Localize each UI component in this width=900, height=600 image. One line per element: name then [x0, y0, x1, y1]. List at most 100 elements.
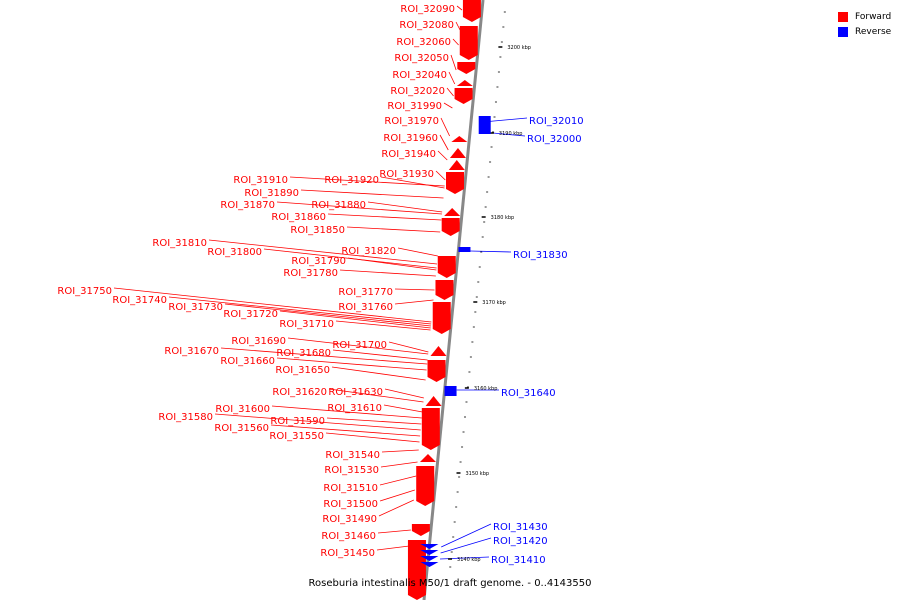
feature-label-roi_31620[interactable]: ROI_31620: [272, 387, 327, 398]
feature-label-roi_31860[interactable]: ROI_31860: [271, 212, 326, 223]
feature-label-roi_31800[interactable]: ROI_31800: [207, 247, 262, 258]
forward-block-7[interactable]: [448, 160, 465, 170]
feature-label-roi_31460[interactable]: ROI_31460: [321, 531, 376, 542]
forward-block-18[interactable]: [419, 454, 436, 462]
forward-block-5[interactable]: [451, 136, 468, 142]
feature-label-roi_31420[interactable]: ROI_31420: [493, 536, 548, 547]
reverse-block-0[interactable]: [478, 116, 491, 134]
feature-label-roi_31530[interactable]: ROI_31530: [324, 465, 379, 476]
leader-line: [327, 213, 442, 221]
feature-label-roi_31640[interactable]: ROI_31640: [501, 388, 556, 399]
leader-line: [448, 71, 456, 85]
feature-label-roi_31910[interactable]: ROI_31910: [233, 175, 288, 186]
feature-label-roi_32010[interactable]: ROI_32010: [529, 116, 584, 127]
feature-label-roi_31410[interactable]: ROI_31410: [491, 555, 546, 566]
feature-label-roi_31690[interactable]: ROI_31690: [231, 336, 286, 347]
forward-block-15[interactable]: [427, 360, 446, 377]
forward-block-10[interactable]: [441, 218, 460, 231]
forward-block-17[interactable]: [421, 408, 440, 445]
reverse-block-1[interactable]: [458, 247, 471, 252]
legend-reverse-label: Reverse: [855, 26, 892, 37]
leader-line: [380, 461, 418, 468]
feature-label-roi_31540[interactable]: ROI_31540: [325, 450, 380, 461]
forward-block-19[interactable]: [416, 466, 435, 501]
feature-label-roi_31720[interactable]: ROI_31720: [223, 309, 278, 320]
feature-label-roi_31740[interactable]: ROI_31740: [112, 295, 167, 306]
feature-label-roi_31700[interactable]: ROI_31700: [332, 340, 387, 351]
feature-label-roi_31820[interactable]: ROI_31820: [341, 246, 396, 257]
feature-label-roi_31850[interactable]: ROI_31850: [290, 225, 345, 236]
feature-label-roi_31990[interactable]: ROI_31990: [387, 101, 442, 112]
feature-label-roi_31970[interactable]: ROI_31970: [384, 116, 439, 127]
feature-label-roi_31550[interactable]: ROI_31550: [269, 431, 324, 442]
feature-label-roi_32000[interactable]: ROI_32000: [527, 134, 582, 145]
feature-label-roi_31870[interactable]: ROI_31870: [220, 200, 275, 211]
feature-label-roi_31580[interactable]: ROI_31580: [158, 412, 213, 423]
feature-label-roi_31660[interactable]: ROI_31660: [220, 356, 275, 367]
forward-block-14[interactable]: [430, 346, 447, 356]
legend-forward[interactable]: Forward: [838, 9, 891, 24]
feature-label-roi_31940[interactable]: ROI_31940: [381, 149, 436, 160]
genome-caption: Roseburia intestinalis M50/1 draft genom…: [308, 578, 592, 589]
forward-block-13[interactable]: [432, 302, 451, 329]
feature-label-roi_31450[interactable]: ROI_31450: [320, 548, 375, 559]
feature-label-roi_31810[interactable]: ROI_31810: [152, 238, 207, 249]
forward-block-2[interactable]: [457, 62, 476, 69]
feature-label-roi_31750[interactable]: ROI_31750: [57, 286, 112, 297]
feature-label-roi_31770[interactable]: ROI_31770: [338, 287, 393, 298]
feature-label-roi_31780[interactable]: ROI_31780: [283, 268, 338, 279]
feature-label-roi_31650[interactable]: ROI_31650: [275, 365, 330, 376]
feature-label-roi_32060[interactable]: ROI_32060: [396, 37, 451, 48]
feature-label-roi_31670[interactable]: ROI_31670: [164, 346, 219, 357]
feature-label-roi_31500[interactable]: ROI_31500: [323, 499, 378, 510]
leader-line: [300, 189, 444, 199]
feature-label-roi_31680[interactable]: ROI_31680: [276, 348, 331, 359]
forward-block-9[interactable]: [444, 208, 461, 216]
feature-label-roi_31760[interactable]: ROI_31760: [338, 302, 393, 313]
forward-block-4[interactable]: [454, 88, 473, 99]
forward-block-11[interactable]: [437, 256, 456, 273]
legend-reverse[interactable]: Reverse: [838, 24, 891, 39]
forward-block-0[interactable]: [462, 0, 481, 17]
forward-block-8[interactable]: [446, 172, 465, 189]
feature-label-roi_32050[interactable]: ROI_32050: [394, 53, 449, 64]
feature-label-roi_31930[interactable]: ROI_31930: [379, 169, 434, 180]
feature-label-roi_31560[interactable]: ROI_31560: [214, 423, 269, 434]
reverse-block-3-2[interactable]: [420, 556, 439, 561]
feature-label-roi_31710[interactable]: ROI_31710: [279, 319, 334, 330]
feature-label-roi_31610[interactable]: ROI_31610: [327, 403, 382, 414]
reverse-block-3-0[interactable]: [420, 544, 439, 549]
feature-label-roi_31490[interactable]: ROI_31490: [322, 514, 377, 525]
leader-line: [331, 366, 426, 381]
leader-line: [455, 21, 461, 31]
forward-block-20[interactable]: [411, 524, 430, 531]
feature-label-roi_31600[interactable]: ROI_31600: [215, 404, 270, 415]
feature-label-roi_31880[interactable]: ROI_31880: [311, 200, 366, 211]
feature-label-roi_32020[interactable]: ROI_32020: [390, 86, 445, 97]
feature-label-roi_32080[interactable]: ROI_32080: [399, 20, 454, 31]
forward-block-3[interactable]: [456, 80, 473, 86]
feature-label-roi_32040[interactable]: ROI_32040: [392, 70, 447, 81]
forward-block-12[interactable]: [435, 280, 454, 295]
forward-block-6[interactable]: [449, 148, 466, 158]
forward-block-16[interactable]: [425, 396, 442, 406]
feature-label-roi_31630[interactable]: ROI_31630: [328, 387, 383, 398]
reverse-block-2[interactable]: [444, 386, 457, 396]
scale-tick-label: 3150 kbp: [465, 471, 489, 477]
feature-label-roi_32090[interactable]: ROI_32090: [400, 4, 455, 15]
feature-label-roi_31510[interactable]: ROI_31510: [323, 483, 378, 494]
reverse-block-3-1[interactable]: [420, 550, 439, 555]
feature-label-roi_31920[interactable]: ROI_31920: [324, 175, 379, 186]
feature-label-roi_31890[interactable]: ROI_31890: [244, 188, 299, 199]
reverse-block-3-3[interactable]: [420, 562, 439, 567]
feature-label-roi_31430[interactable]: ROI_31430: [493, 522, 548, 533]
forward-block-21[interactable]: [407, 540, 426, 595]
feature-label-roi_31730[interactable]: ROI_31730: [168, 302, 223, 313]
feature-label-roi_31960[interactable]: ROI_31960: [383, 133, 438, 144]
forward-block-1[interactable]: [459, 26, 478, 55]
feature-label-roi_31830[interactable]: ROI_31830: [513, 250, 568, 261]
feature-label-roi_31790[interactable]: ROI_31790: [291, 256, 346, 267]
leader-line: [332, 349, 428, 361]
feature-label-roi_31590[interactable]: ROI_31590: [270, 416, 325, 427]
